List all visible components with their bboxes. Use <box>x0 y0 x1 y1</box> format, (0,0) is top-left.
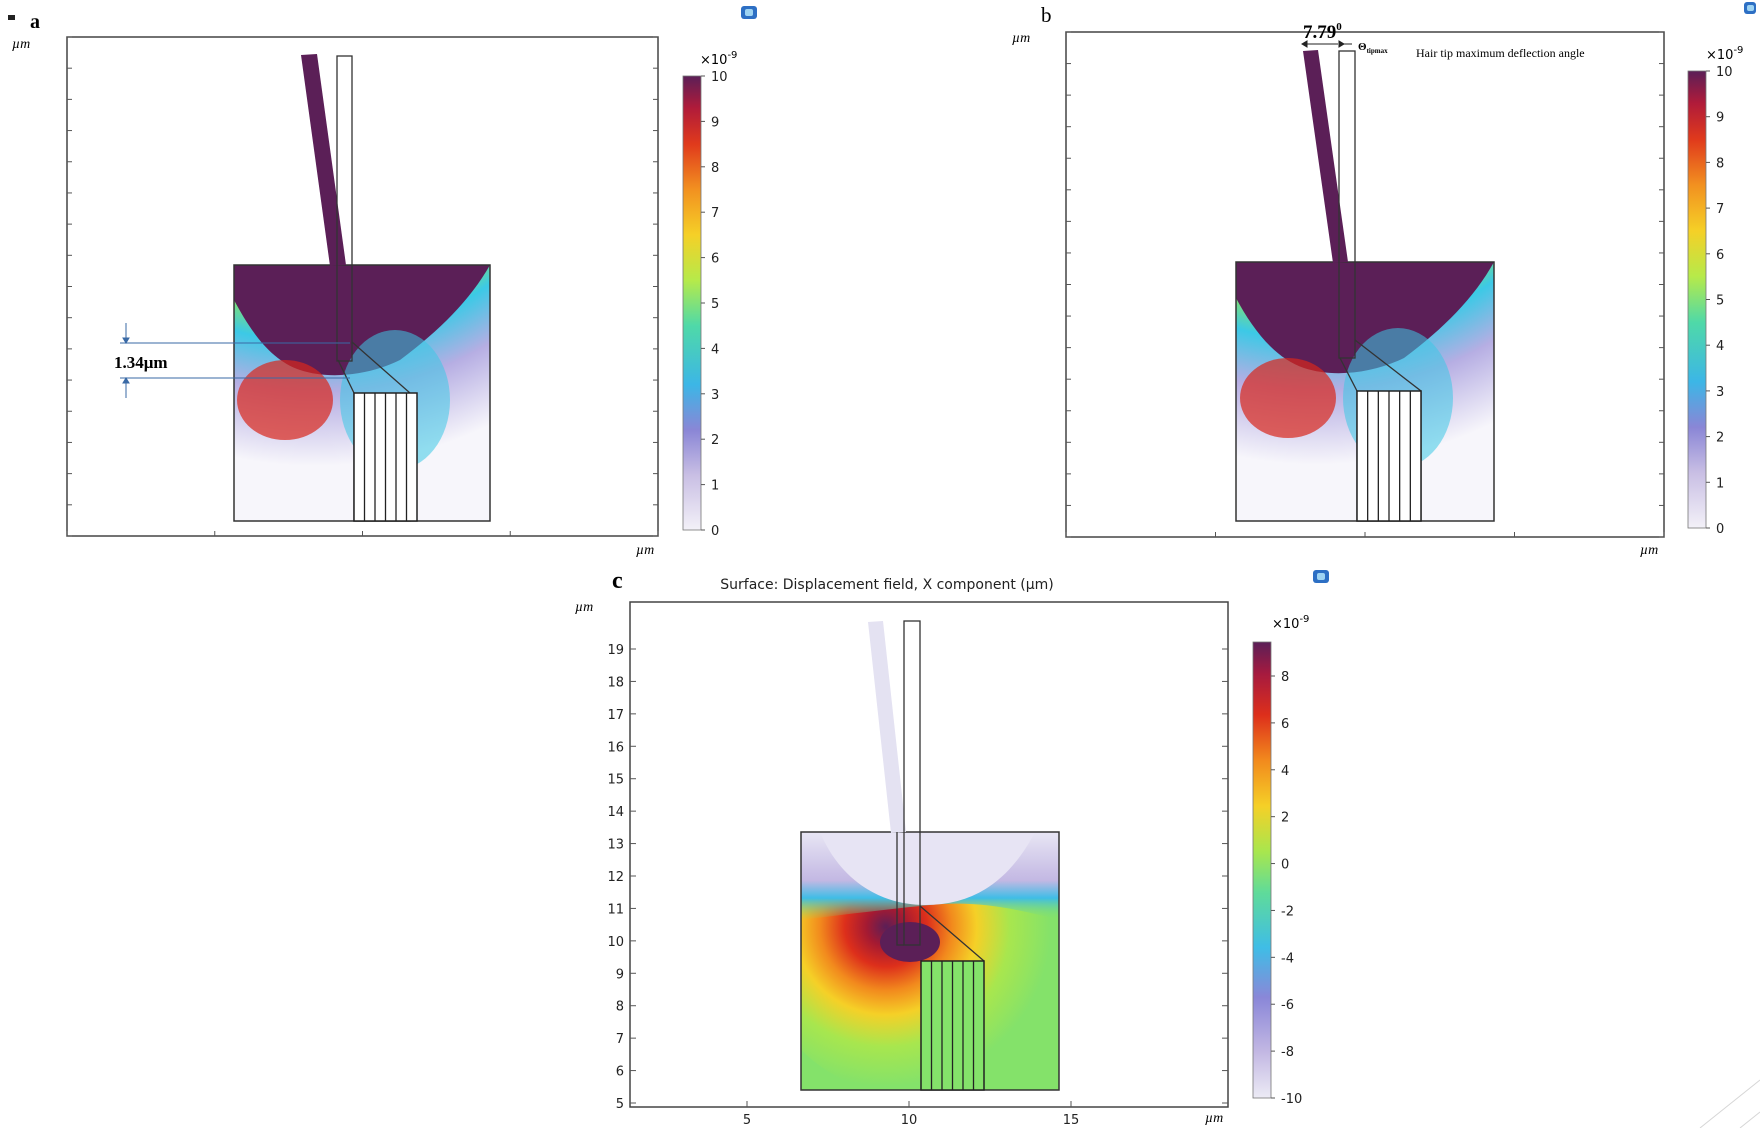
y-tick-label: 8 <box>616 1000 624 1015</box>
y-tick-label: 18 <box>607 675 624 690</box>
colorbar-tick-label: 7 <box>711 206 719 221</box>
colorbar-tick-label: 4 <box>1716 339 1724 354</box>
axis-ticks <box>1065 31 1665 538</box>
x-tick-label: 5 <box>743 1113 751 1128</box>
colorbar-tick-label: -4 <box>1281 951 1294 966</box>
y-tick-label: 6 <box>616 1065 624 1080</box>
colorbar-multiplier: ×10-9 <box>700 50 737 68</box>
x-unit-label: µm <box>1640 543 1658 558</box>
displacement-field <box>801 832 1059 1090</box>
y-tick-label: 5 <box>616 1097 624 1112</box>
y-tick-label: 16 <box>607 740 624 755</box>
x-tick-label: 15 <box>1063 1113 1080 1128</box>
corner-marker <box>8 15 15 20</box>
comsol-logo-icon <box>741 6 757 19</box>
dimension-annotation <box>120 323 350 398</box>
panel-label-c: c <box>612 568 623 594</box>
y-tick-label: 19 <box>607 643 624 658</box>
sensor-outline <box>896 832 985 962</box>
colorbar-tick-label: 2 <box>1281 811 1289 826</box>
deflected-hair <box>868 621 906 833</box>
colorbar-tick-label: -10 <box>1281 1092 1302 1107</box>
colorbar-tick-label: 6 <box>1281 717 1289 732</box>
colorbar-tick-label: 3 <box>711 388 719 403</box>
colorbar-tick-label: 5 <box>711 297 719 312</box>
deflected-hair <box>301 54 346 266</box>
colorbar-tick-label: 1 <box>711 479 719 494</box>
colorbar-multiplier: ×10-9 <box>1706 45 1743 63</box>
reference-hair <box>1338 50 1356 359</box>
y-tick-label: 13 <box>607 838 624 853</box>
y-unit-label: µm <box>575 600 593 615</box>
electrode-lines <box>363 393 408 521</box>
comsol-logo-icon <box>1313 570 1329 583</box>
y-tick-label: 17 <box>607 708 624 723</box>
angle-annotation <box>1301 40 1352 48</box>
reference-hair <box>336 55 353 362</box>
colorbar-tick-label: 9 <box>711 115 719 130</box>
colorbar-ticks: 8 6 4 2 0 -2 -4 -6 -8 -10 <box>1271 670 1302 1107</box>
electrode-lines <box>1367 391 1411 521</box>
reference-hair <box>903 620 921 946</box>
colorbar-tick-label: 0 <box>1281 858 1289 873</box>
corner-decoration <box>1699 1079 1760 1128</box>
axis-ticks <box>66 36 659 537</box>
x-tick-label: 10 <box>901 1113 918 1128</box>
panel-c: c Surface: Displacement field, X compone… <box>575 568 1329 1128</box>
colorbar-tick-label: -2 <box>1281 904 1294 919</box>
theta-tipmax-symbol: Θtipmax <box>1358 41 1388 55</box>
x-unit-label: µm <box>1205 1111 1223 1126</box>
colorbar <box>682 75 702 531</box>
deflection-angle-caption: Hair tip maximum deflection angle <box>1416 46 1585 60</box>
y-unit-label: µm <box>12 37 30 52</box>
colorbar-tick-label: 6 <box>711 252 719 267</box>
deflected-hair <box>1303 50 1348 263</box>
colorbar-tick-label: 0 <box>1716 522 1724 537</box>
colorbar-tick-label: -6 <box>1281 998 1294 1013</box>
y-tick-label: 9 <box>616 967 624 982</box>
colorbar-tick-label: 10 <box>711 70 728 85</box>
colorbar <box>1687 70 1707 529</box>
plot-title: Surface: Displacement field, X component… <box>720 577 1053 593</box>
colorbar-tick-label: -8 <box>1281 1045 1294 1060</box>
y-tick-label: 14 <box>607 805 624 820</box>
colorbar-tick-label: 6 <box>1716 248 1724 263</box>
x-unit-label: µm <box>636 543 654 558</box>
electrode-lines <box>930 961 975 1090</box>
colorbar-multiplier: ×10-9 <box>1272 614 1309 632</box>
colorbar <box>1252 641 1272 1099</box>
panel-label-b: b <box>1041 3 1052 27</box>
y-unit-label: µm <box>1012 31 1030 46</box>
panel-b: b µm µm 7.790 Θtipmax Hair tip maximum d… <box>1012 2 1756 558</box>
colorbar-tick-label: 0 <box>711 524 719 539</box>
colorbar-tick-label: 8 <box>711 161 719 176</box>
colorbar-tick-label: 2 <box>711 433 719 448</box>
y-tick-label: 12 <box>607 870 624 885</box>
gap-dimension-label: 1.34μm <box>114 353 168 372</box>
colorbar-tick-label: 1 <box>1716 476 1724 491</box>
colorbar-tick-label: 4 <box>1281 764 1289 779</box>
colorbar-tick-label: 8 <box>1281 670 1289 685</box>
colorbar-tick-label: 8 <box>1716 156 1724 171</box>
colorbar-tick-label: 10 <box>1716 65 1733 80</box>
colorbar-tick-label: 5 <box>1716 294 1724 309</box>
y-tick-label: 10 <box>607 935 624 950</box>
comsol-logo-icon <box>1744 2 1756 14</box>
axis-ticks: 19 18 17 16 15 14 13 12 11 10 9 8 7 6 5 5 10 15 <box>607 643 1228 1128</box>
y-tick-label: 7 <box>616 1032 624 1047</box>
colorbar-tick-label: 7 <box>1716 202 1724 217</box>
colorbar-tick-label: 3 <box>1716 385 1724 400</box>
colorbar-tick-label: 2 <box>1716 431 1724 446</box>
y-tick-label: 11 <box>607 902 624 917</box>
colorbar-tick-label: 9 <box>1716 111 1724 126</box>
colorbar-tick-label: 4 <box>711 342 719 357</box>
deflection-angle-value: 7.790 <box>1303 21 1342 43</box>
panel-label-a: a <box>30 11 40 33</box>
panel-a: a µm µm 1.34μm <box>8 6 757 558</box>
y-tick-label: 15 <box>607 773 624 788</box>
